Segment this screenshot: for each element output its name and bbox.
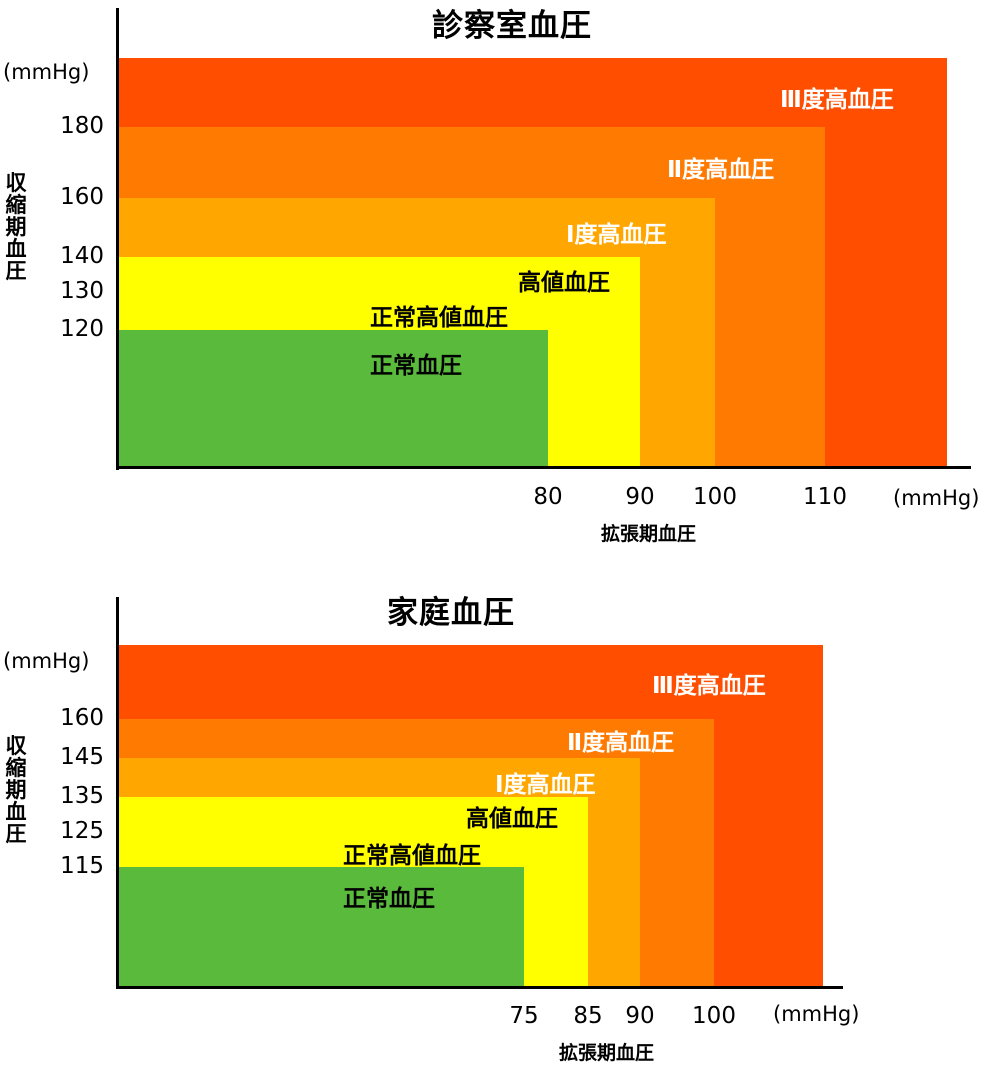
x-axis-label: 拡張期血圧 — [559, 1042, 655, 1064]
y-tick-label: 160 — [60, 705, 104, 731]
y-tick-label: 160 — [60, 184, 104, 210]
zone-rect — [118, 330, 548, 467]
x-unit: (mmHg) — [773, 1002, 860, 1026]
home-bp-chart: 家庭血圧 (mmHg) 収縮期血圧 Ⅲ度高血圧 Ⅱ度高血圧 Ⅰ度高血圧高値血圧正常高… — [0, 585, 1000, 1064]
y-tick-label: 130 — [60, 278, 104, 304]
zone-label: 正常高値血圧 — [343, 843, 481, 869]
y-axis — [116, 8, 119, 470]
zone-label: Ⅰ度高血圧 — [495, 772, 596, 798]
chart-title: 家庭血圧 — [387, 595, 515, 631]
x-tick-label: 90 — [625, 1003, 655, 1029]
zone-label: Ⅱ度高血圧 — [567, 730, 675, 756]
zone-label: 正常高値血圧 — [370, 305, 508, 331]
y-axis — [116, 597, 119, 989]
zone-label: 高値血圧 — [518, 270, 610, 296]
x-tick-label: 90 — [625, 484, 655, 510]
x-tick-label: 100 — [692, 1003, 736, 1029]
y-axis-label: 収縮期血圧 — [5, 734, 27, 846]
x-tick-label: 110 — [803, 484, 847, 510]
y-tick-label: 140 — [60, 243, 104, 269]
zone-rect — [118, 867, 524, 987]
y-tick-label: 120 — [60, 316, 104, 342]
y-tick-label: 180 — [60, 113, 104, 139]
x-axis-label: 拡張期血圧 — [601, 523, 697, 545]
zone-label: Ⅲ度高血圧 — [780, 87, 894, 113]
zone-label: 正常血圧 — [343, 886, 435, 912]
y-tick-label: 125 — [60, 818, 104, 844]
office-bp-chart: 診察室血圧 (mmHg) 収縮期血圧 Ⅲ度高血圧 Ⅱ度高血圧 Ⅰ度高血圧 高値血圧 正常… — [3, 8, 980, 545]
y-unit: (mmHg) — [3, 60, 90, 84]
zone-label: Ⅱ度高血圧 — [667, 157, 775, 183]
zone-label: 正常血圧 — [370, 353, 462, 379]
zone-label: Ⅲ度高血圧 — [652, 673, 766, 699]
x-tick-label: 75 — [509, 1003, 539, 1029]
x-axis — [116, 986, 843, 989]
zone-label: Ⅰ度高血圧 — [566, 222, 667, 248]
x-unit: (mmHg) — [893, 486, 980, 510]
x-tick-label: 100 — [693, 484, 737, 510]
y-unit: (mmHg) — [3, 649, 90, 673]
y-tick-label: 115 — [60, 853, 104, 879]
chart-title: 診察室血圧 — [432, 8, 592, 44]
y-tick-label: 135 — [60, 783, 104, 809]
y-axis-label: 収縮期血圧 — [5, 171, 27, 283]
x-tick-label: 80 — [533, 484, 563, 510]
y-tick-label: 145 — [60, 744, 104, 770]
zone-label: 高値血圧 — [466, 806, 558, 832]
x-axis — [116, 466, 971, 469]
x-tick-label: 85 — [573, 1003, 603, 1029]
